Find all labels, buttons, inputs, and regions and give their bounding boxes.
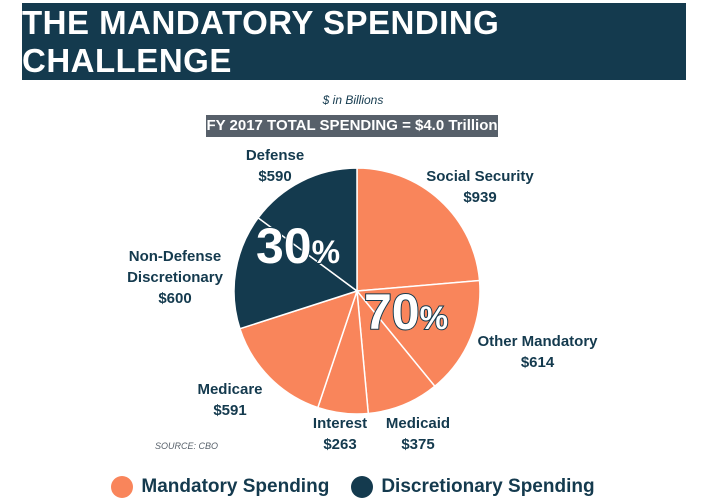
mandatory-percent: 70%	[363, 284, 449, 340]
slice-non-defense-discretionary	[233, 216, 359, 330]
discretionary-swatch	[351, 476, 374, 498]
label-defense: Defense $590	[245, 147, 305, 185]
label-medicaid: Medicaid $375	[385, 415, 451, 453]
slice-social-security	[356, 167, 481, 292]
legend-item-discretionary: Discretionary Spending	[351, 476, 595, 498]
label-social-security: Social Security $939	[426, 168, 534, 206]
slice-medicare	[238, 289, 359, 409]
page-title: THE MANDATORY SPENDING CHALLENGE	[22, 3, 686, 80]
label-interest: Interest $263	[312, 415, 368, 453]
chart-subtitle: $ in Billions	[322, 93, 384, 107]
discretionary-percent: 30%	[255, 218, 341, 274]
total-spending-banner: FY 2017 TOTAL SPENDING = $4.0 Trillion	[206, 115, 498, 137]
legend: Mandatory Spending Discretionary Spendin…	[0, 476, 706, 498]
mandatory-swatch	[111, 476, 134, 498]
slice-other-mandatory	[355, 279, 481, 388]
source-note: SOURCE: CBO	[155, 441, 219, 451]
label-non-defense: Non-Defense Discretionary $600	[127, 248, 223, 307]
slice-defense	[257, 167, 358, 293]
label-medicare: Medicare $591	[197, 381, 263, 419]
legend-item-mandatory: Mandatory Spending	[111, 476, 329, 498]
label-other-mandatory: Other Mandatory $614	[477, 333, 598, 371]
